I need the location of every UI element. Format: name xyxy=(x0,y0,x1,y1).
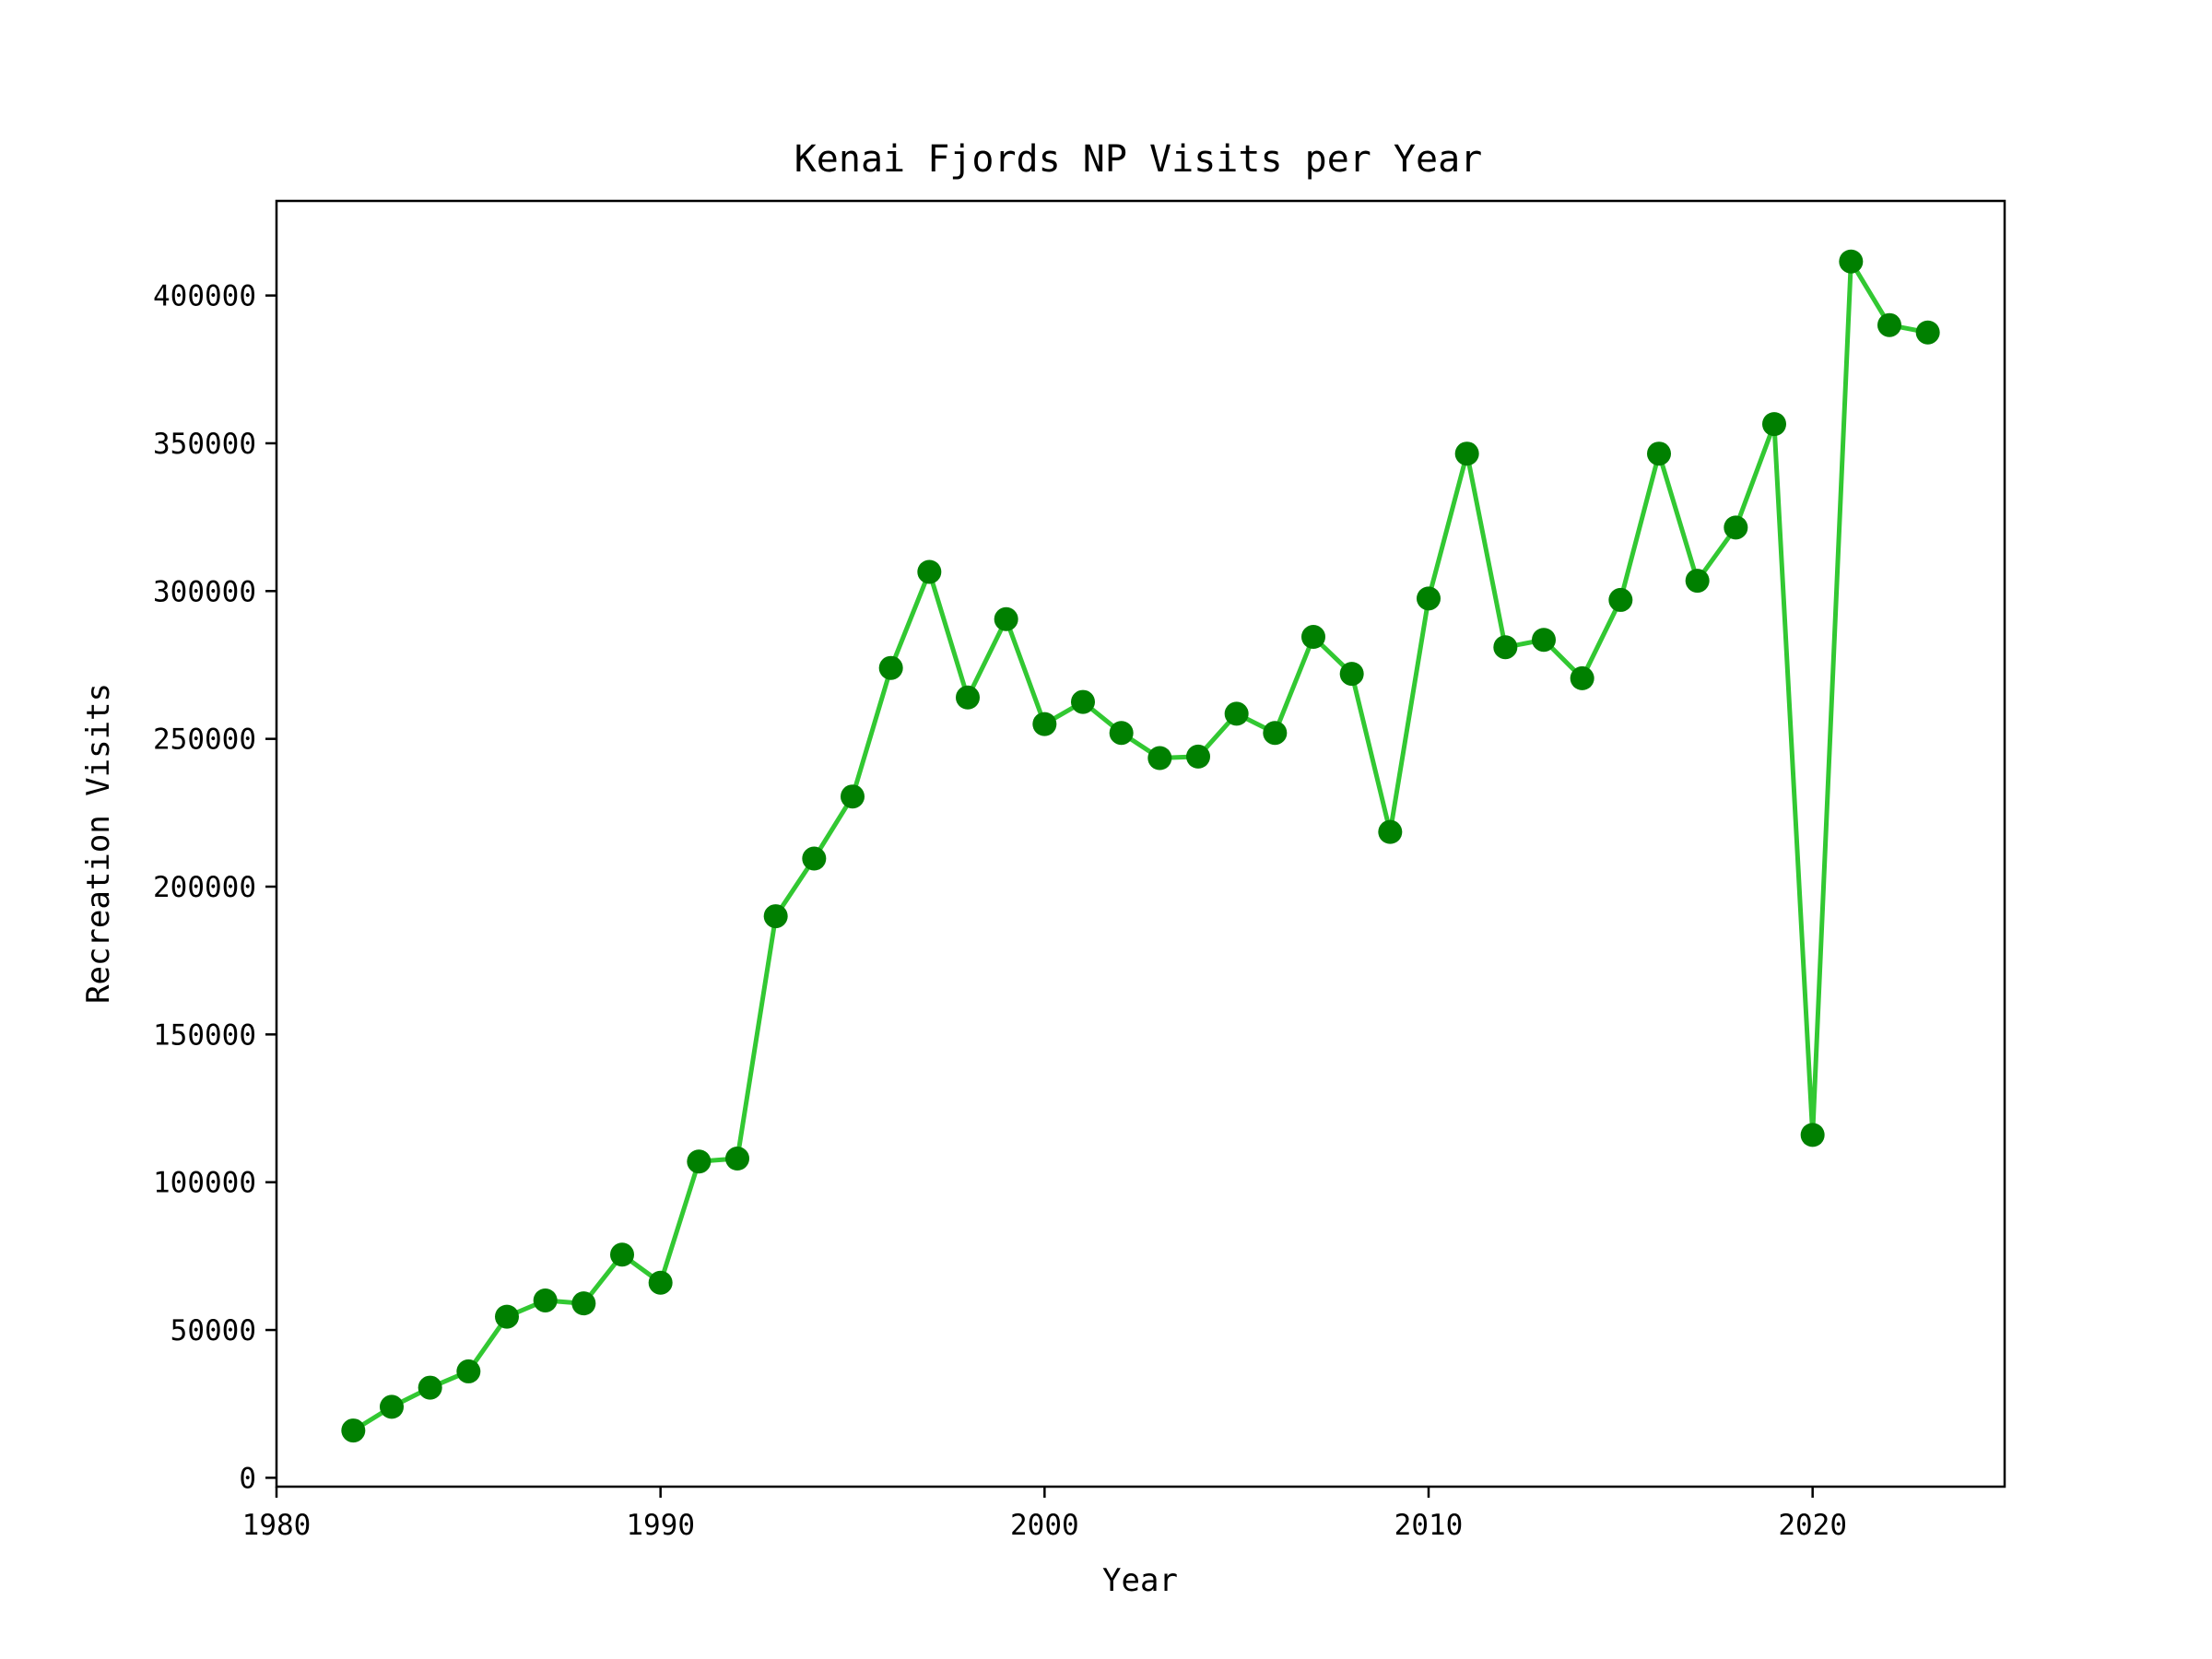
data-point xyxy=(1532,628,1556,653)
data-point xyxy=(1570,665,1594,690)
data-point xyxy=(1839,249,1864,274)
data-point xyxy=(1263,721,1288,746)
data-point xyxy=(1608,587,1633,612)
chart-title: Kenai Fjords NP Visits per Year xyxy=(794,138,1483,181)
y-tick-label: 150000 xyxy=(153,1018,256,1052)
data-point xyxy=(1378,819,1403,844)
data-point xyxy=(1224,701,1249,726)
y-axis-label: Recreation Visits xyxy=(80,683,117,1004)
data-point xyxy=(380,1394,404,1419)
data-point xyxy=(1724,515,1748,540)
data-point xyxy=(1186,744,1210,769)
data-point xyxy=(1647,441,1671,466)
data-point xyxy=(841,784,865,809)
data-point xyxy=(495,1304,519,1329)
y-axis: 0 50000 100000 150000 200000 250000 300000 3500… xyxy=(153,280,276,1495)
y-tick-label: 100000 xyxy=(153,1167,256,1200)
data-point xyxy=(994,606,1018,631)
y-tick-label: 50000 xyxy=(171,1314,256,1347)
data-point xyxy=(533,1288,558,1312)
data-point xyxy=(456,1359,481,1383)
y-tick-label: 300000 xyxy=(153,575,256,608)
series-layer xyxy=(341,249,1940,1443)
data-point xyxy=(1915,320,1940,345)
x-tick-label: 2020 xyxy=(1778,1509,1847,1542)
data-point xyxy=(610,1242,634,1267)
data-point xyxy=(1454,441,1479,466)
data-point xyxy=(763,904,788,929)
data-point xyxy=(725,1147,749,1171)
data-point xyxy=(418,1375,442,1400)
data-point xyxy=(1800,1123,1825,1147)
data-point xyxy=(1685,569,1710,594)
y-tick-label: 0 xyxy=(239,1462,256,1495)
plot-area xyxy=(275,199,2006,1488)
data-point xyxy=(648,1270,673,1295)
data-point xyxy=(956,685,980,710)
x-axis: 1980 1990 2000 2010 2020 xyxy=(242,1487,1847,1542)
x-axis-label: Year xyxy=(1102,1562,1178,1599)
data-point xyxy=(1339,662,1364,687)
data-point xyxy=(1877,312,1901,337)
x-tick-label: 1980 xyxy=(242,1509,312,1542)
data-point xyxy=(1109,721,1134,746)
data-point xyxy=(1493,635,1518,660)
data-point xyxy=(1417,586,1441,611)
data-point xyxy=(1762,412,1786,437)
data-point xyxy=(571,1291,596,1316)
data-point xyxy=(1032,712,1057,736)
plot-frame xyxy=(275,199,2006,1488)
x-tick-label: 2010 xyxy=(1394,1509,1464,1542)
y-tick-label: 250000 xyxy=(153,724,256,757)
data-point xyxy=(878,655,903,680)
data-point xyxy=(1301,625,1325,650)
data-point xyxy=(1071,689,1095,714)
data-point xyxy=(341,1418,366,1443)
data-point xyxy=(802,846,827,871)
y-tick-label: 400000 xyxy=(153,280,256,313)
data-point xyxy=(917,559,942,584)
x-tick-label: 2000 xyxy=(1010,1509,1079,1542)
y-tick-label: 350000 xyxy=(153,428,256,461)
x-tick-label: 1990 xyxy=(626,1509,695,1542)
y-tick-label: 200000 xyxy=(153,871,256,904)
data-point xyxy=(687,1149,712,1174)
data-point xyxy=(1147,746,1172,771)
